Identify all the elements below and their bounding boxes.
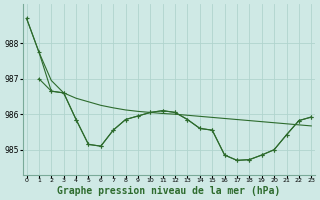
X-axis label: Graphe pression niveau de la mer (hPa): Graphe pression niveau de la mer (hPa)	[57, 186, 281, 196]
